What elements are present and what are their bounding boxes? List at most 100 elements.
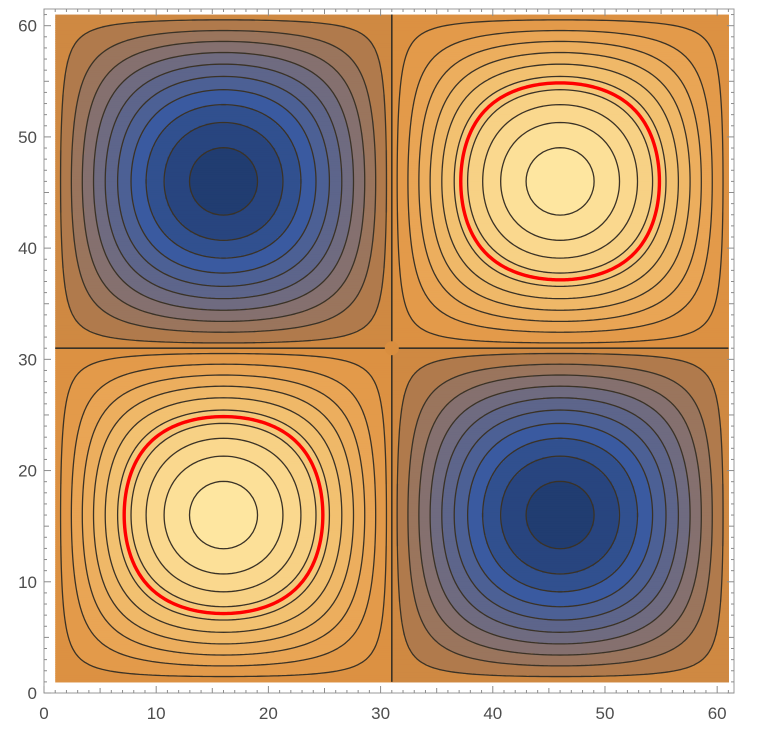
contour-band-cell (75, 43, 117, 47)
contour-band-cell (441, 110, 458, 114)
contour-band-cell (681, 25, 729, 29)
contour-band-cell (70, 165, 83, 169)
contour-band-cell (55, 79, 65, 82)
contour-band-cell (391, 87, 402, 91)
contour-band-cell (75, 119, 88, 122)
contour-band-cell (299, 161, 317, 165)
contour-band-cell (59, 168, 72, 171)
contour-band-cell (122, 141, 139, 145)
contour-band-cell (452, 65, 483, 69)
contour-band-cell (70, 150, 85, 154)
contour-band-cell (481, 50, 640, 53)
contour-band-cell (203, 105, 245, 109)
contour-band-cell (160, 107, 195, 111)
contour-band-cell (387, 154, 393, 158)
contour-band-cell (290, 92, 314, 96)
contour-band-cell (663, 154, 678, 158)
contour-band-cell (708, 105, 723, 109)
contour-band-cell (295, 148, 312, 151)
contour-band-cell (313, 114, 330, 118)
contour-band-cell (403, 65, 427, 69)
contour-band-cell (376, 52, 393, 56)
contour-band-cell (638, 50, 680, 53)
contour-band-cell (445, 145, 460, 149)
contour-band-cell (492, 112, 523, 116)
contour-band-cell (670, 128, 687, 131)
contour-band-cell (528, 168, 593, 171)
contour-band-cell (95, 143, 110, 147)
contour-band-cell (492, 92, 532, 96)
contour-band-cell (86, 123, 101, 127)
contour-band-cell (344, 52, 377, 56)
contour-band-cell (539, 105, 581, 109)
contour-band-cell (140, 134, 160, 138)
contour-band-cell (61, 139, 74, 142)
contour-band-cell (84, 134, 99, 138)
contour-band-cell (380, 67, 393, 71)
contour-band-cell (385, 114, 393, 118)
contour-band-cell (723, 152, 729, 156)
contour-band-cell (93, 168, 106, 171)
contour-band-cell (55, 145, 63, 149)
contour-band-cell (391, 159, 397, 162)
contour-band-cell (104, 170, 119, 174)
contour-band-cell (634, 152, 651, 156)
contour-band-cell (432, 152, 445, 156)
contour-band-cell (441, 107, 458, 111)
contour-band-cell (95, 92, 115, 96)
contour-band-cell (138, 87, 166, 91)
contour-band-cell (661, 145, 676, 149)
contour-band-cell (391, 134, 400, 138)
contour-band-cell (326, 152, 341, 156)
contour-band-cell (79, 85, 101, 89)
contour-band-cell (679, 50, 714, 53)
contour-band-cell (317, 123, 335, 127)
contour-band-cell (367, 90, 384, 94)
contour-band-cell (672, 134, 687, 138)
contour-band-cell (501, 163, 532, 167)
contour-band-cell (364, 83, 384, 87)
contour-band-cell (252, 128, 283, 131)
contour-band-cell (84, 152, 97, 156)
contour-band-cell (438, 119, 453, 122)
contour-band-cell (593, 130, 622, 134)
contour-band-cell (64, 81, 83, 85)
contour-band-cell (391, 90, 402, 94)
contour-band-cell (371, 110, 386, 114)
contour-band-cell (344, 79, 364, 82)
contour-band-cell (703, 87, 721, 91)
contour-band-cell (434, 139, 447, 142)
contour-band-cell (665, 163, 678, 167)
contour-band-cell (616, 159, 635, 162)
contour-band-cell (591, 165, 620, 169)
contour-band-cell (654, 74, 678, 78)
contour-band-cell (398, 128, 411, 131)
contour-band-cell (351, 145, 364, 149)
contour-band-cell (66, 61, 94, 65)
contour-band-cell (95, 141, 110, 145)
contour-band-cell (257, 170, 283, 174)
contour-band-cell (699, 143, 712, 147)
contour-band-cell (443, 165, 456, 169)
contour-band-cell (468, 170, 485, 174)
contour-band-cell (313, 116, 332, 120)
contour-band-cell (627, 92, 651, 96)
contour-band-cell (670, 125, 685, 129)
contour-band-cell (61, 134, 74, 138)
contour-band-cell (272, 145, 294, 149)
contour-band-cell (616, 125, 640, 129)
contour-band-cell (55, 170, 61, 174)
contour-band-cell (254, 168, 283, 171)
contour-band-cell (589, 128, 620, 131)
contour-band-cell (385, 132, 393, 136)
contour-band-cell (721, 130, 729, 134)
contour-band-cell (450, 92, 471, 96)
contour-band-cell (142, 103, 169, 107)
contour-band-cell (97, 132, 112, 136)
contour-band-cell (396, 156, 409, 160)
contour-band-cell (373, 148, 386, 151)
contour-band-cell (118, 114, 135, 118)
contour-band-cell (290, 139, 310, 142)
contour-band-cell (589, 163, 620, 167)
contour-band-cell (109, 99, 128, 102)
